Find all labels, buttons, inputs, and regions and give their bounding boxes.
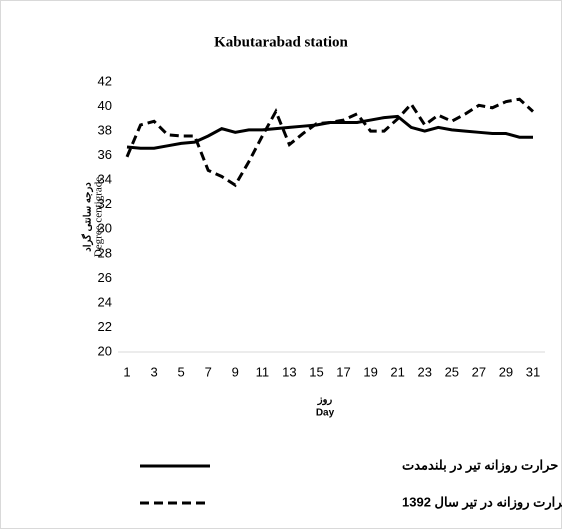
- y-tick-label: 20: [98, 343, 112, 358]
- x-label-fa: روز: [317, 395, 333, 406]
- chart-title: Kabutarabad station: [214, 34, 348, 50]
- x-label-en: Day: [316, 408, 335, 419]
- x-tick-label: 3: [150, 364, 157, 379]
- x-tick-label: 23: [417, 364, 431, 379]
- x-tick-label: 17: [336, 364, 350, 379]
- x-tick-label: 11: [256, 364, 270, 379]
- x-tick-label: 15: [309, 364, 323, 379]
- x-tick-label: 1: [123, 364, 130, 379]
- x-tick-label: 31: [526, 364, 540, 379]
- y-tick-label: 24: [98, 294, 112, 309]
- y-tick-label: 34: [98, 172, 112, 187]
- x-tick-label: 7: [205, 364, 212, 379]
- y-tick-label: 42: [98, 73, 112, 88]
- y-tick-label: 30: [98, 221, 112, 236]
- y-label-fa: درجه سانتی گراد: [81, 182, 94, 252]
- y-label-en: Degree centigrade: [93, 177, 105, 257]
- y-axis-label: درجه سانتی گراد Degree centigrade: [81, 177, 105, 257]
- y-tick-label: 38: [98, 123, 112, 138]
- x-tick-label: 27: [472, 364, 486, 379]
- y-tick-label: 32: [98, 196, 112, 211]
- x-tick-label: 13: [282, 364, 296, 379]
- x-tick-label: 19: [363, 364, 377, 379]
- y-tick-label: 36: [98, 147, 112, 162]
- series-line: [125, 97, 535, 188]
- legend-label: میانگین حداکثر درجه حرارت روزانه تیر در …: [402, 456, 562, 473]
- y-tick-label: 26: [98, 270, 112, 285]
- x-tick-label: 5: [178, 364, 185, 379]
- y-tick-label: 28: [98, 245, 112, 260]
- legend-label: حداکثر درجه حرارت روزانه در تیر سال 1392: [402, 494, 562, 510]
- y-tick-label: 40: [98, 98, 112, 113]
- x-tick-label: 21: [390, 364, 404, 379]
- x-tick-label: 25: [445, 364, 459, 379]
- x-tick-label: 29: [499, 364, 513, 379]
- y-tick-label: 22: [98, 319, 112, 334]
- x-tick-label: 9: [232, 364, 239, 379]
